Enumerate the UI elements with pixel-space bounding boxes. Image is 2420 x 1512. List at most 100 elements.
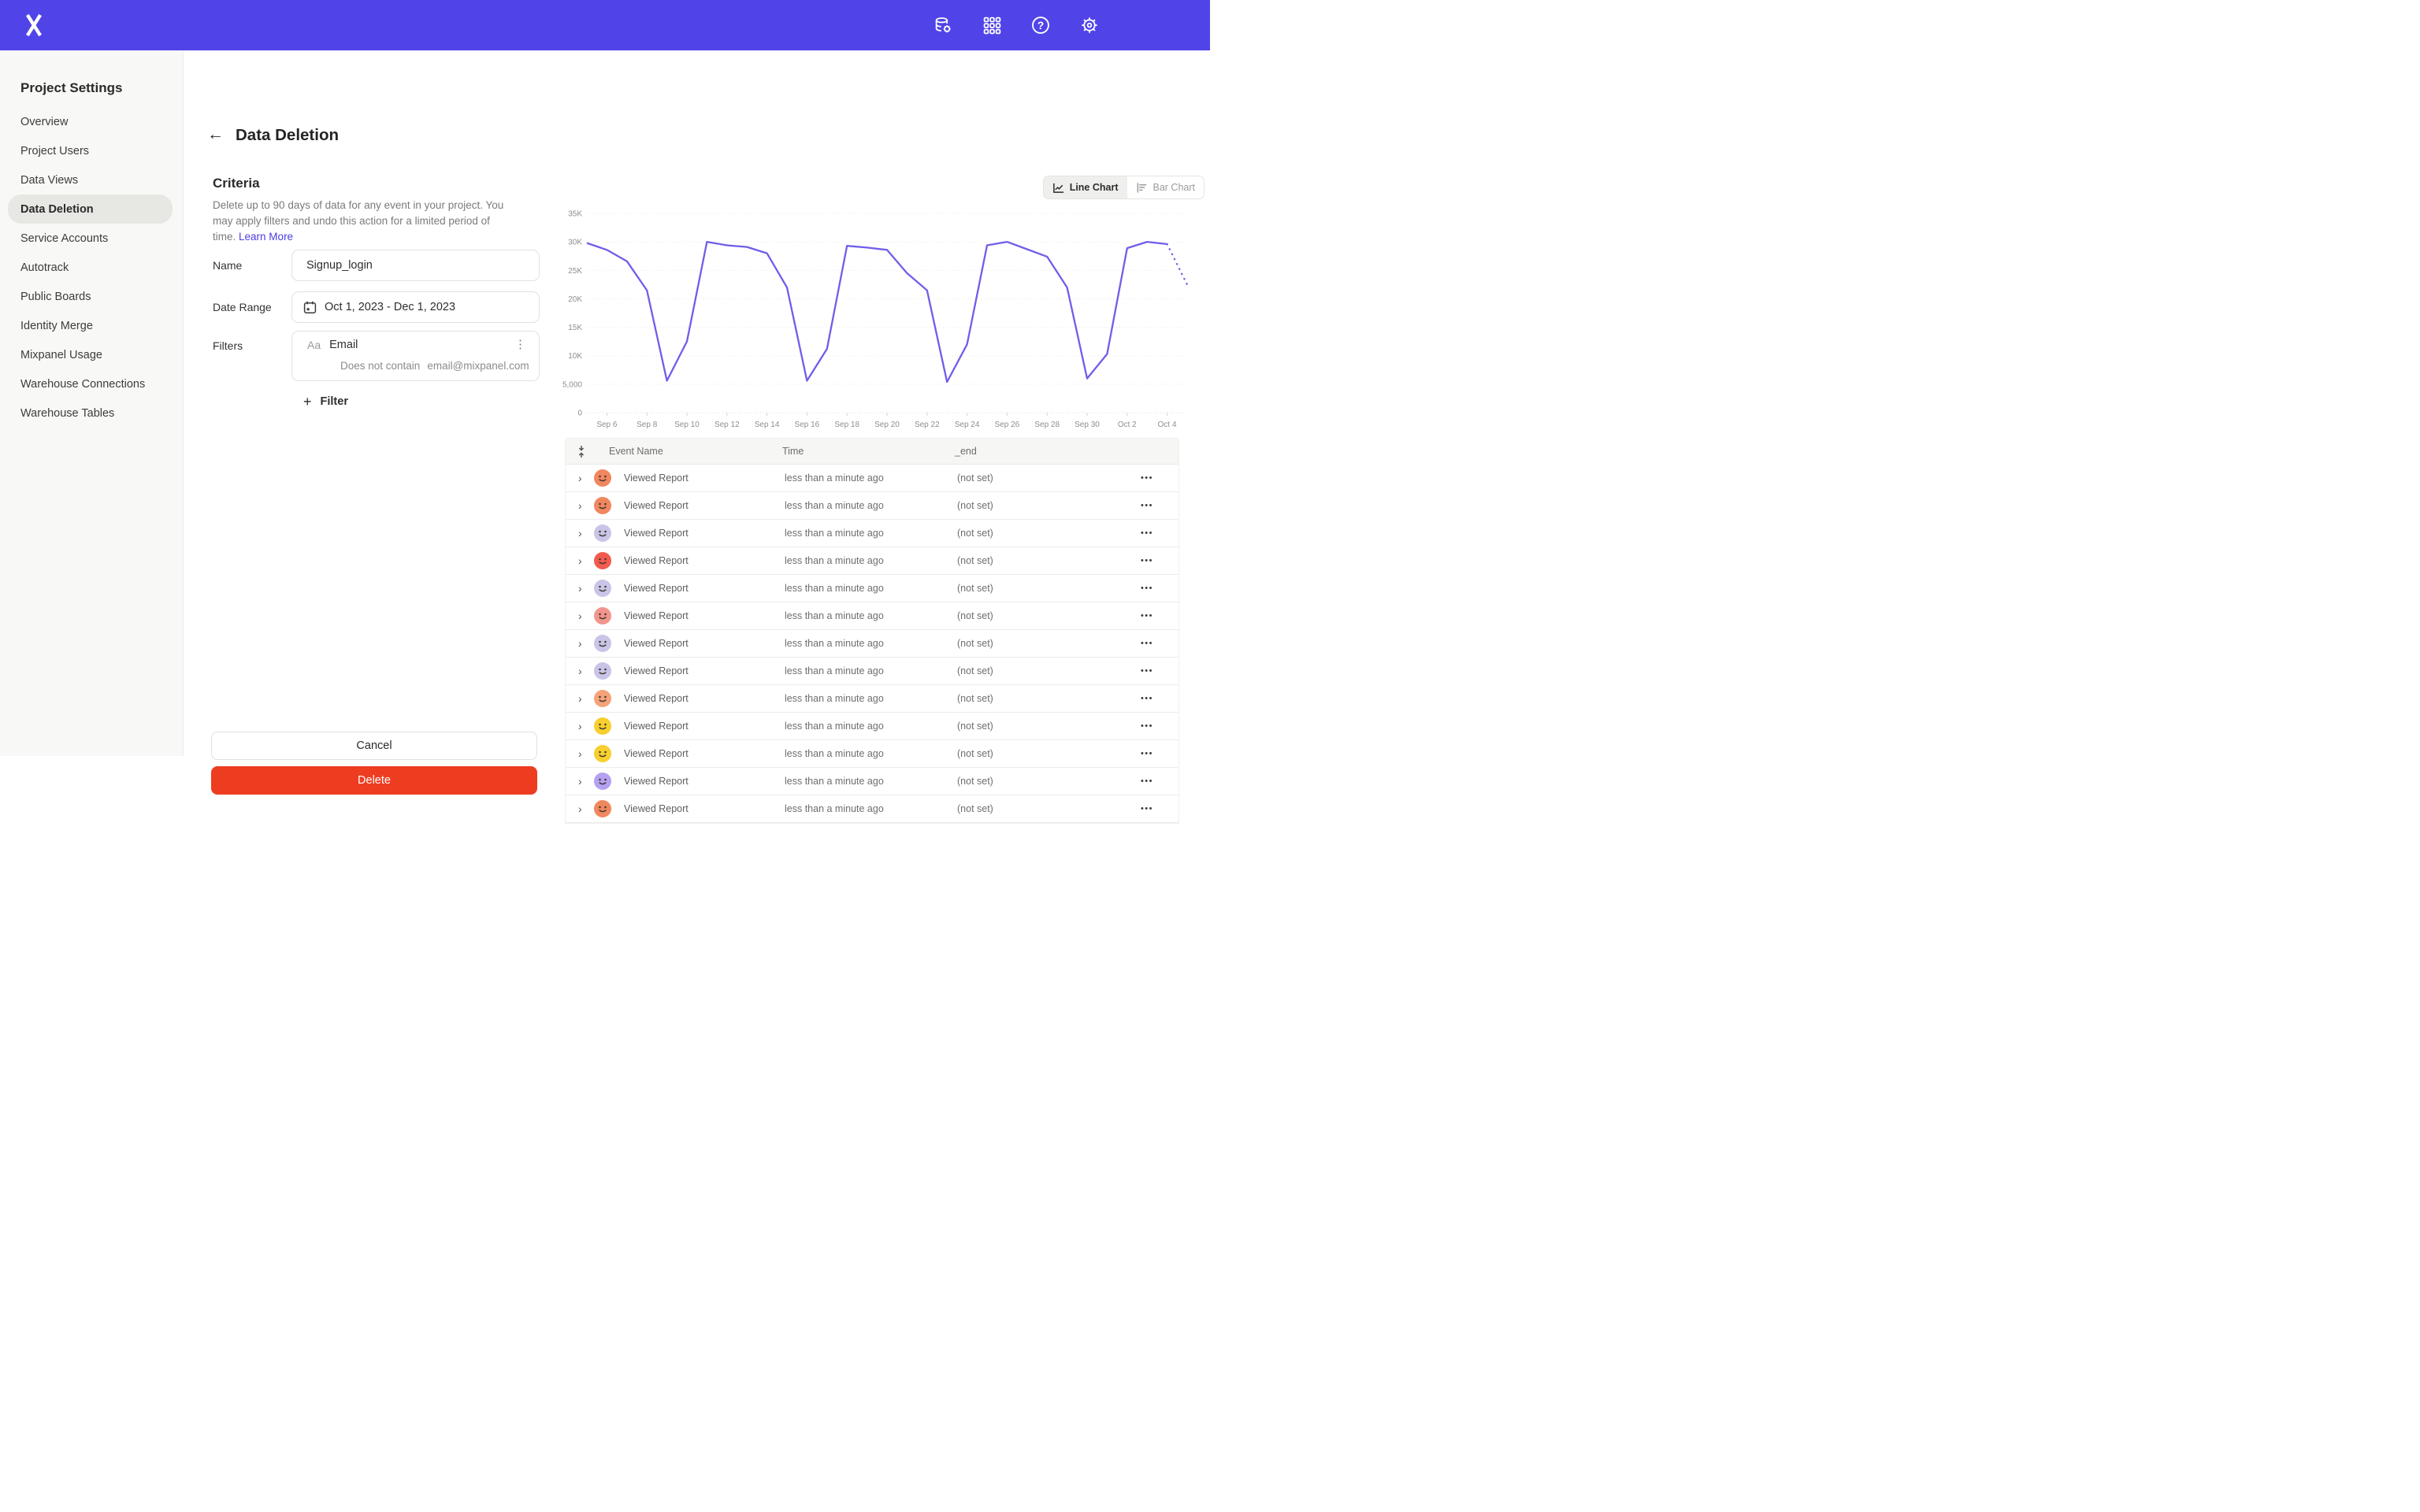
date-range-field[interactable]: Oct 1, 2023 - Dec 1, 2023 [291,291,540,323]
cell-time: less than a minute ago [785,610,884,621]
sidebar-item-mixpanel-usage[interactable]: Mixpanel Usage [20,348,102,361]
row-actions-menu-icon[interactable]: ••• [1140,584,1153,593]
topbar: ? [0,0,1210,50]
filter-property-name: Email [329,339,358,351]
cell-event-name: Viewed Report [624,748,689,759]
user-avatar [594,552,611,569]
row-actions-menu-icon[interactable]: ••• [1140,473,1153,483]
sidebar-item-warehouse-tables[interactable]: Warehouse Tables [20,406,115,420]
sidebar-item-data-views[interactable]: Data Views [20,173,79,187]
row-expand-chevron-icon[interactable]: › [578,775,582,788]
filter-operator: Does not contain [340,360,421,372]
row-actions-menu-icon[interactable]: ••• [1140,611,1153,621]
apps-grid-icon[interactable] [982,15,1002,35]
column-header-end[interactable]: _end [955,446,977,457]
svg-text:?: ? [1037,20,1044,32]
row-expand-chevron-icon[interactable]: › [578,527,582,539]
row-actions-menu-icon[interactable]: ••• [1140,666,1153,676]
cell-event-name: Viewed Report [624,610,689,621]
table-row[interactable]: › Viewed Report less than a minute ago (not… [566,740,1178,768]
date-range-value: Oct 1, 2023 - Dec 1, 2023 [325,301,456,313]
sidebar-item-project-users[interactable]: Project Users [20,144,90,158]
table-row[interactable]: › Viewed Report less than a minute ago (not… [566,492,1178,520]
cell-event-name: Viewed Report [624,638,689,649]
row-expand-chevron-icon[interactable]: › [578,665,582,677]
bar-chart-toggle[interactable]: Bar Chart [1126,176,1204,198]
sidebar-item-autotrack[interactable]: Autotrack [20,261,69,274]
svg-text:Sep 12: Sep 12 [714,421,740,429]
cell-end: (not set) [957,472,993,484]
column-header-event-name[interactable]: Event Name [609,446,663,457]
row-expand-chevron-icon[interactable]: › [578,692,582,705]
sidebar-item-service-accounts[interactable]: Service Accounts [20,232,109,245]
cell-event-name: Viewed Report [624,776,689,787]
row-actions-menu-icon[interactable]: ••• [1140,804,1153,813]
row-actions-menu-icon[interactable]: ••• [1140,556,1153,565]
avatar-face [599,530,607,537]
bar-chart-icon [1137,182,1146,193]
row-actions-menu-icon[interactable]: ••• [1140,528,1153,538]
user-avatar [594,607,611,624]
svg-text:5,000: 5,000 [562,380,582,389]
table-row[interactable]: › Viewed Report less than a minute ago (not… [566,630,1178,658]
back-arrow-icon[interactable]: ← [207,125,224,143]
row-actions-menu-icon[interactable]: ••• [1140,749,1153,758]
table-row[interactable]: › Viewed Report less than a minute ago (not… [566,658,1178,685]
criteria-description: Delete up to 90 days of data for any eve… [213,198,506,245]
line-chart-toggle[interactable]: Line Chart [1043,176,1127,198]
row-actions-menu-icon[interactable]: ••• [1140,639,1153,648]
table-row[interactable]: › Viewed Report less than a minute ago (not… [566,768,1178,795]
table-row[interactable]: › Viewed Report less than a minute ago (not… [566,713,1178,740]
row-expand-chevron-icon[interactable]: › [578,610,582,622]
table-row[interactable]: › Viewed Report less than a minute ago (not… [566,547,1178,575]
table-row[interactable]: › Viewed Report less than a minute ago (not… [566,602,1178,630]
add-filter-button[interactable]: + Filter [303,395,348,409]
criteria-heading: Criteria [213,176,260,191]
user-avatar [594,690,611,707]
cell-end: (not set) [957,665,993,676]
delete-button[interactable]: Delete [211,766,537,795]
table-row[interactable]: › Viewed Report less than a minute ago (not… [566,520,1178,547]
cell-event-name: Viewed Report [624,528,689,539]
row-expand-chevron-icon[interactable]: › [578,802,582,815]
help-icon[interactable]: ? [1030,15,1051,35]
sidebar-item-data-deletion[interactable]: Data Deletion [8,195,173,224]
line-chart-svg: 0 5,000 10K 15K 20K 25K 30K 35K Sep 6 Sep 8 Sep 10… [562,210,1189,429]
mixpanel-logo[interactable] [24,13,44,38]
filter-card[interactable]: Aa Email ⋮ Does not contain email@mixpan… [291,331,540,381]
table-row[interactable]: › Viewed Report less than a minute ago (not… [566,685,1178,713]
row-expand-chevron-icon[interactable]: › [578,637,582,650]
row-expand-chevron-icon[interactable]: › [578,554,582,567]
filter-kebab-menu-icon[interactable]: ⋮ [514,338,526,351]
table-row[interactable]: › Viewed Report less than a minute ago (not… [566,795,1178,823]
row-expand-chevron-icon[interactable]: › [578,747,582,760]
collapse-arrows-icon[interactable] [576,445,593,458]
table-row[interactable]: › Viewed Report less than a minute ago (not… [566,465,1178,492]
sidebar-nav: Overview Project Users Data Views Data Dele… [0,107,183,428]
sidebar-item-overview[interactable]: Overview [20,115,69,128]
row-expand-chevron-icon[interactable]: › [578,720,582,732]
avatar-face [599,640,607,647]
row-actions-menu-icon[interactable]: ••• [1140,694,1153,703]
settings-gear-icon[interactable] [1079,15,1100,35]
cell-time: less than a minute ago [785,555,884,566]
sidebar-item-public-boards[interactable]: Public Boards [20,290,91,303]
cell-time: less than a minute ago [785,472,884,484]
row-expand-chevron-icon[interactable]: › [578,582,582,595]
cancel-button[interactable]: Cancel [211,732,537,760]
sidebar-item-identity-merge[interactable]: Identity Merge [20,319,93,332]
table-row[interactable]: › Viewed Report less than a minute ago (not… [566,575,1178,602]
data-settings-icon[interactable] [933,15,953,35]
topbar-icon-group: ? [933,15,1210,35]
row-expand-chevron-icon[interactable]: › [578,472,582,484]
row-actions-menu-icon[interactable]: ••• [1140,501,1153,510]
row-actions-menu-icon[interactable]: ••• [1140,776,1153,786]
sidebar-item-warehouse-connections[interactable]: Warehouse Connections [20,377,146,391]
avatar-face [599,806,607,813]
avatar-face [599,668,607,675]
row-expand-chevron-icon[interactable]: › [578,499,582,512]
column-header-time[interactable]: Time [782,446,804,457]
row-actions-menu-icon[interactable]: ••• [1140,721,1153,731]
learn-more-link[interactable]: Learn More [239,230,294,243]
name-input[interactable] [291,250,540,281]
